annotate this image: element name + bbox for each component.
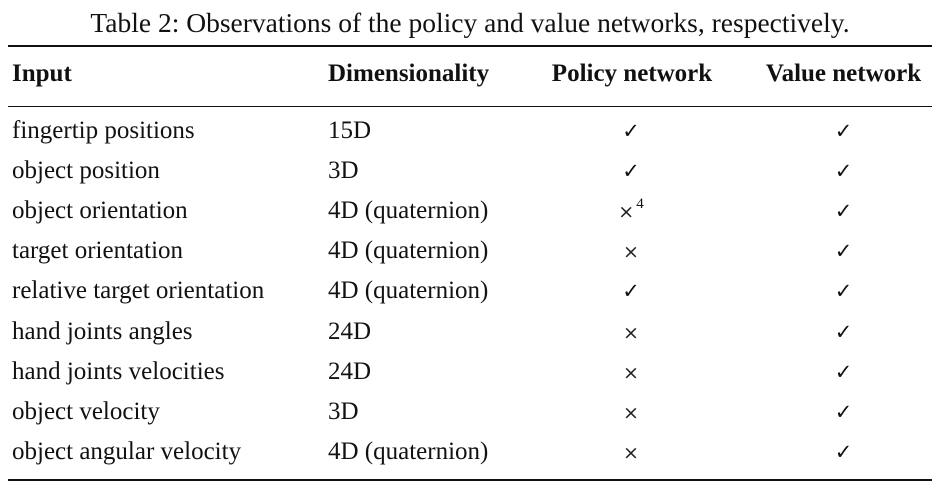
cell-dimensionality: 15D: [328, 117, 372, 144]
cell-input: relative target orientation: [12, 277, 265, 305]
checkmark-icon: ✓: [834, 319, 853, 344]
cell-policy-network: ×: [535, 392, 727, 433]
checkmark-icon: ✓: [834, 439, 853, 464]
cell-input: object position: [12, 157, 160, 185]
cross-icon: ×: [623, 361, 639, 384]
table-row: object angular velocity 4D (quaternion) × ✓: [0, 432, 940, 472]
cell-policy-network: ✓: [535, 271, 727, 311]
checkmark-icon: ✓: [622, 159, 640, 184]
top-rule: [8, 45, 932, 47]
table-row: object velocity 3D × ✓: [0, 392, 940, 432]
checkmark-icon: ✓: [834, 199, 853, 224]
cell-value-network: ✓: [755, 151, 932, 191]
table-row: hand joints angles 24D × ✓: [0, 312, 940, 352]
cell-input: fingertip positions: [12, 117, 195, 144]
table-row: object orientation 4D (quaternion) × 4 ✓: [0, 191, 940, 231]
cell-policy-network: × 4: [535, 191, 727, 234]
cell-input: object orientation: [12, 197, 188, 225]
cross-icon: ×: [623, 321, 639, 344]
header-value-network: Value network: [765, 60, 922, 87]
cell-value-network: ✓: [755, 191, 932, 231]
cell-value-network: ✓: [755, 111, 932, 151]
checkmark-icon: ✓: [622, 119, 640, 143]
cell-policy-network: ×: [535, 432, 727, 473]
checkmark-icon: ✓: [834, 159, 853, 184]
header-dimensionality: Dimensionality: [328, 60, 490, 87]
cell-input: target orientation: [12, 237, 184, 265]
cell-policy-network: ✓: [535, 151, 727, 191]
cell-value-network: ✓: [755, 312, 932, 352]
cell-input: hand joints angles: [12, 317, 193, 345]
cell-value-network: ✓: [755, 432, 932, 472]
checkmark-icon: ✓: [834, 399, 853, 424]
cell-dimensionality: 3D: [328, 157, 359, 185]
table-row: fingertip positions 15D ✓ ✓: [0, 111, 940, 151]
table-row: target orientation 4D (quaternion) × ✓: [0, 231, 940, 271]
checkmark-icon: ✓: [834, 359, 853, 384]
header-input: Input: [12, 60, 72, 87]
cross-icon: ×: [623, 241, 639, 264]
cell-input: hand joints velocities: [12, 357, 225, 385]
cell-input: object velocity: [12, 397, 160, 425]
table-caption: Table 2: Observations of the policy and …: [90, 7, 850, 38]
cell-value-network: ✓: [755, 271, 932, 311]
cell-dimensionality: 4D (quaternion): [328, 277, 489, 305]
cell-policy-network: ×: [535, 352, 727, 393]
cross-icon: ×: [623, 401, 639, 424]
cell-dimensionality: 24D: [328, 357, 372, 385]
checkmark-icon: ✓: [834, 119, 853, 143]
header-policy-network: Policy network: [551, 60, 713, 87]
header-rule: [8, 106, 932, 108]
checkmark-icon: ✓: [834, 239, 853, 264]
cell-policy-network: ×: [535, 231, 727, 272]
cell-value-network: ✓: [755, 352, 932, 392]
cell-dimensionality: 4D (quaternion): [328, 237, 489, 265]
table-row: relative target orientation 4D (quaternio…: [0, 271, 940, 311]
cell-policy-network: ✓: [535, 111, 727, 151]
checkmark-icon: ✓: [622, 279, 640, 304]
cross-icon: ×: [623, 441, 639, 464]
cell-value-network: ✓: [755, 392, 932, 432]
table-header: Input Dimensionality Policy network Valu…: [0, 54, 940, 94]
cell-dimensionality: 4D (quaternion): [328, 437, 489, 465]
cell-input: object angular velocity: [12, 437, 242, 465]
table-row: object position 3D ✓ ✓: [0, 151, 940, 191]
cell-dimensionality: 3D: [328, 397, 359, 425]
cell-dimensionality: 24D: [328, 317, 372, 345]
cell-policy-network: ×: [535, 312, 727, 353]
cell-dimensionality: 4D (quaternion): [328, 197, 489, 225]
table-row: hand joints velocities 24D × ✓: [0, 352, 940, 392]
cross-icon: ×: [618, 201, 635, 224]
cell-value-network: ✓: [755, 231, 932, 271]
checkmark-icon: ✓: [834, 279, 853, 304]
footnote-marker: 4: [636, 196, 644, 213]
bottom-rule: [8, 479, 932, 481]
